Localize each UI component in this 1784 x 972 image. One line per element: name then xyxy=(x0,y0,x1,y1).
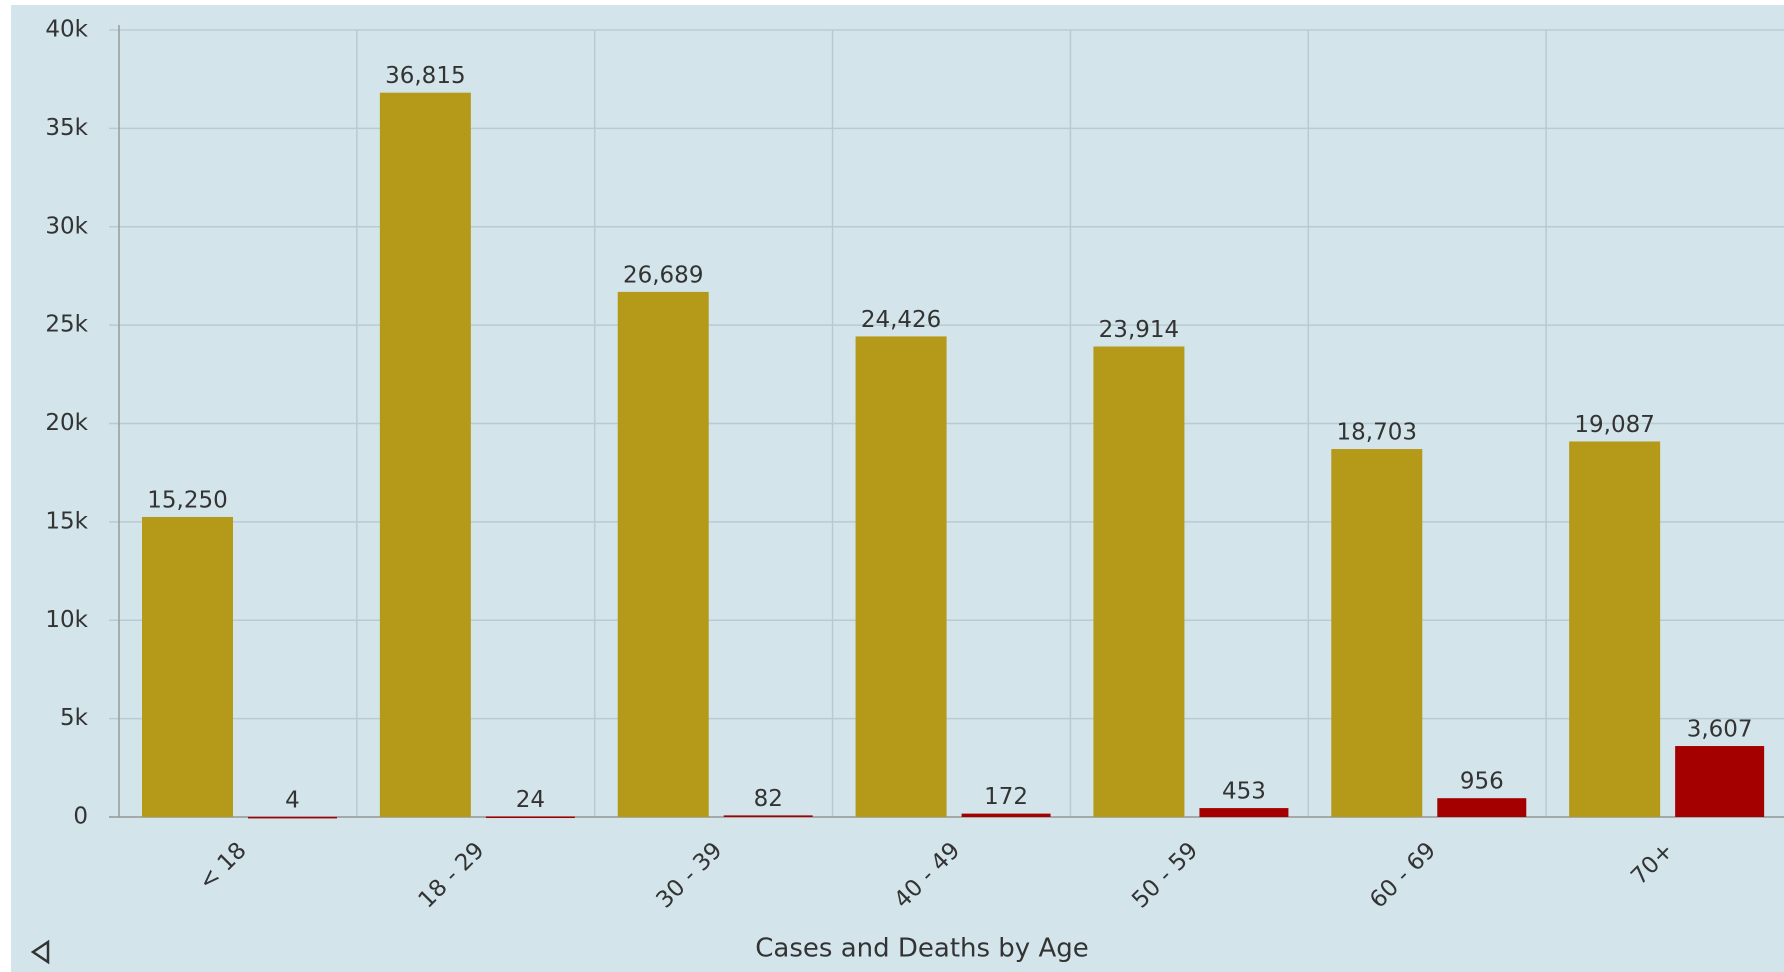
y-tick-label: 10k xyxy=(45,607,88,633)
y-tick-label: 25k xyxy=(45,312,88,338)
data-label: 453 xyxy=(1222,779,1266,805)
y-tick-label: 30k xyxy=(45,213,88,239)
bar xyxy=(485,816,575,819)
bar xyxy=(379,92,471,818)
data-label: 82 xyxy=(754,786,783,812)
data-label: 18,703 xyxy=(1337,420,1417,446)
bar xyxy=(1569,441,1661,817)
data-label: 4 xyxy=(285,787,300,813)
bar xyxy=(1675,746,1765,817)
data-label: 172 xyxy=(984,784,1028,810)
y-tick-label: 0 xyxy=(73,804,88,830)
data-label: 23,914 xyxy=(1099,317,1179,343)
chart-title: Cases and Deaths by Age xyxy=(755,934,1089,964)
bar xyxy=(1437,798,1527,817)
y-tick-label: 35k xyxy=(45,115,88,141)
data-label: 26,689 xyxy=(623,262,703,288)
data-label: 3,607 xyxy=(1687,717,1753,743)
y-tick-label: 20k xyxy=(45,410,88,436)
bar xyxy=(961,813,1051,817)
data-label: 36,815 xyxy=(385,63,465,89)
bar xyxy=(1199,808,1289,817)
bar xyxy=(142,516,233,817)
data-label: 15,250 xyxy=(147,487,227,513)
bar xyxy=(855,336,947,817)
scroll-arrow[interactable] xyxy=(30,939,50,965)
bar xyxy=(1093,346,1185,817)
bar xyxy=(1331,449,1423,817)
y-tick-label: 40k xyxy=(45,17,88,43)
data-label: 956 xyxy=(1460,769,1504,795)
y-tick-label: 5k xyxy=(60,705,89,731)
data-label: 24 xyxy=(516,787,545,813)
bar xyxy=(723,815,813,817)
data-label: 19,087 xyxy=(1574,412,1654,438)
y-tick-label: 15k xyxy=(45,508,88,534)
bar xyxy=(617,291,709,817)
data-label: 24,426 xyxy=(861,307,941,333)
bar xyxy=(248,816,337,819)
